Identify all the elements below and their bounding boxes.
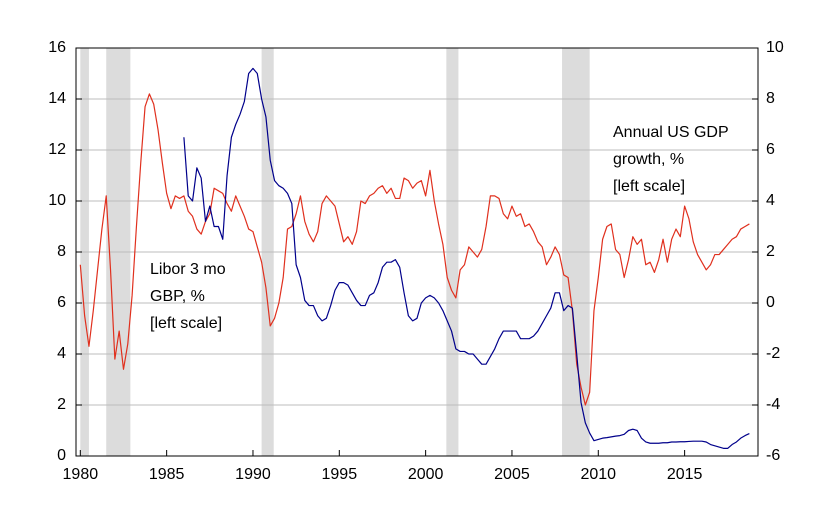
x-tick-label: 2015 xyxy=(667,466,703,483)
series-line xyxy=(183,67,750,449)
annotation: GBP, % xyxy=(150,288,205,305)
x-tick-label: 1980 xyxy=(63,466,99,483)
y-tick-label: 10 xyxy=(48,192,66,209)
x-tick-label: 1995 xyxy=(322,466,358,483)
x-tick-label: 1985 xyxy=(149,466,185,483)
y-tick-label: 2 xyxy=(57,396,66,413)
y-tick-label: 16 xyxy=(48,39,66,56)
y2-tick-label: -2 xyxy=(766,345,780,362)
y-tick-label: 0 xyxy=(57,447,66,464)
y2-tick-label: -6 xyxy=(766,447,780,464)
annotation: growth, % xyxy=(613,151,684,168)
y2-tick-label: 0 xyxy=(766,294,775,311)
annotation: Annual US GDP xyxy=(613,124,729,141)
y2-tick-label: -4 xyxy=(766,396,780,413)
annotation: [left scale] xyxy=(613,178,685,195)
plot-frame xyxy=(75,47,759,457)
annotation: Libor 3 mo xyxy=(150,261,226,278)
y-tick-label: 14 xyxy=(48,90,66,107)
y-tick-label: 8 xyxy=(57,243,66,260)
y-tick-label: 6 xyxy=(57,294,66,311)
series-line xyxy=(79,93,750,406)
y-tick-label: 12 xyxy=(48,141,66,158)
x-tick-label: 2010 xyxy=(580,466,616,483)
y2-tick-label: 6 xyxy=(766,141,775,158)
y2-tick-label: 8 xyxy=(766,90,775,107)
y2-tick-label: 2 xyxy=(766,243,775,260)
y-tick-label: 4 xyxy=(57,345,66,362)
y2-tick-label: 4 xyxy=(766,192,775,209)
y2-tick-label: 10 xyxy=(766,39,784,56)
x-tick-label: 2005 xyxy=(494,466,530,483)
x-tick-label: 1990 xyxy=(235,466,271,483)
annotation: [left scale] xyxy=(150,315,222,332)
x-tick-label: 2000 xyxy=(408,466,444,483)
